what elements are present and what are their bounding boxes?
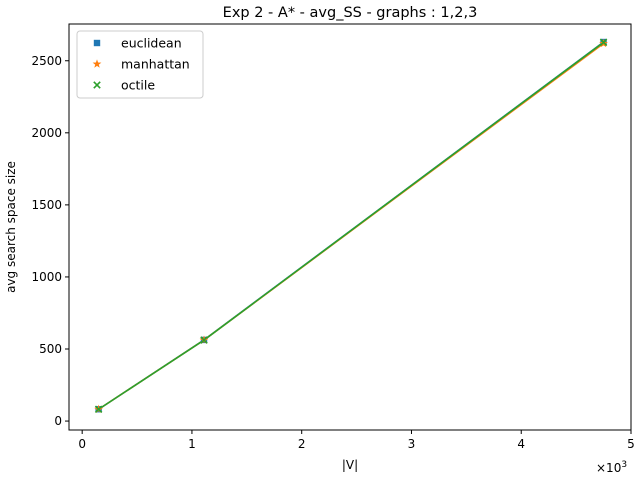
data-point-octile <box>599 38 608 47</box>
y-tick-label: 0 <box>54 414 62 428</box>
y-axis: 0 500 1000 1500 2000 2500 <box>31 54 69 428</box>
y-tick-label: 1000 <box>31 270 62 284</box>
y-tick-label: 2000 <box>31 126 62 140</box>
x-axis-multiplier-base: ×10 <box>596 461 621 475</box>
plot-frame <box>68 23 632 431</box>
x-axis-label: |V| <box>342 458 358 472</box>
y-tick-label: 500 <box>39 342 62 356</box>
data-point-octile <box>200 336 208 344</box>
legend-marker-euclidean <box>93 39 101 47</box>
series-layer <box>94 38 608 414</box>
y-axis-label: avg search space size <box>4 161 18 293</box>
legend-items: euclidean manhattan octile <box>92 36 190 93</box>
legend-frame <box>76 30 204 99</box>
x-tick-label: 1 <box>188 437 196 451</box>
legend-marker-manhattan <box>92 59 102 68</box>
legend-label-octile: octile <box>121 78 155 93</box>
x-axis: 0 1 2 3 4 5 <box>78 430 635 451</box>
legend-marker-octile <box>93 81 101 89</box>
x-tick-label: 3 <box>408 437 416 451</box>
y-tick-label: 2500 <box>31 54 62 68</box>
x-tick-label: 2 <box>298 437 306 451</box>
x-tick-label: 4 <box>517 437 525 451</box>
x-tick-label: 5 <box>627 437 635 451</box>
plot-area <box>68 23 632 431</box>
chart-title: Exp 2 - A* - avg_SS - graphs : 1,2,3 <box>223 5 478 21</box>
legend-label-euclidean: euclidean <box>121 36 182 51</box>
legend-label-manhattan: manhattan <box>121 57 190 72</box>
legend: euclidean manhattan octile <box>76 30 204 99</box>
x-axis-multiplier-exponent: 3 <box>621 460 627 470</box>
x-tick-label: 0 <box>78 437 86 451</box>
y-tick-label: 1500 <box>31 198 62 212</box>
x-axis-multiplier: ×103 <box>596 460 627 475</box>
data-point-octile <box>94 405 103 414</box>
